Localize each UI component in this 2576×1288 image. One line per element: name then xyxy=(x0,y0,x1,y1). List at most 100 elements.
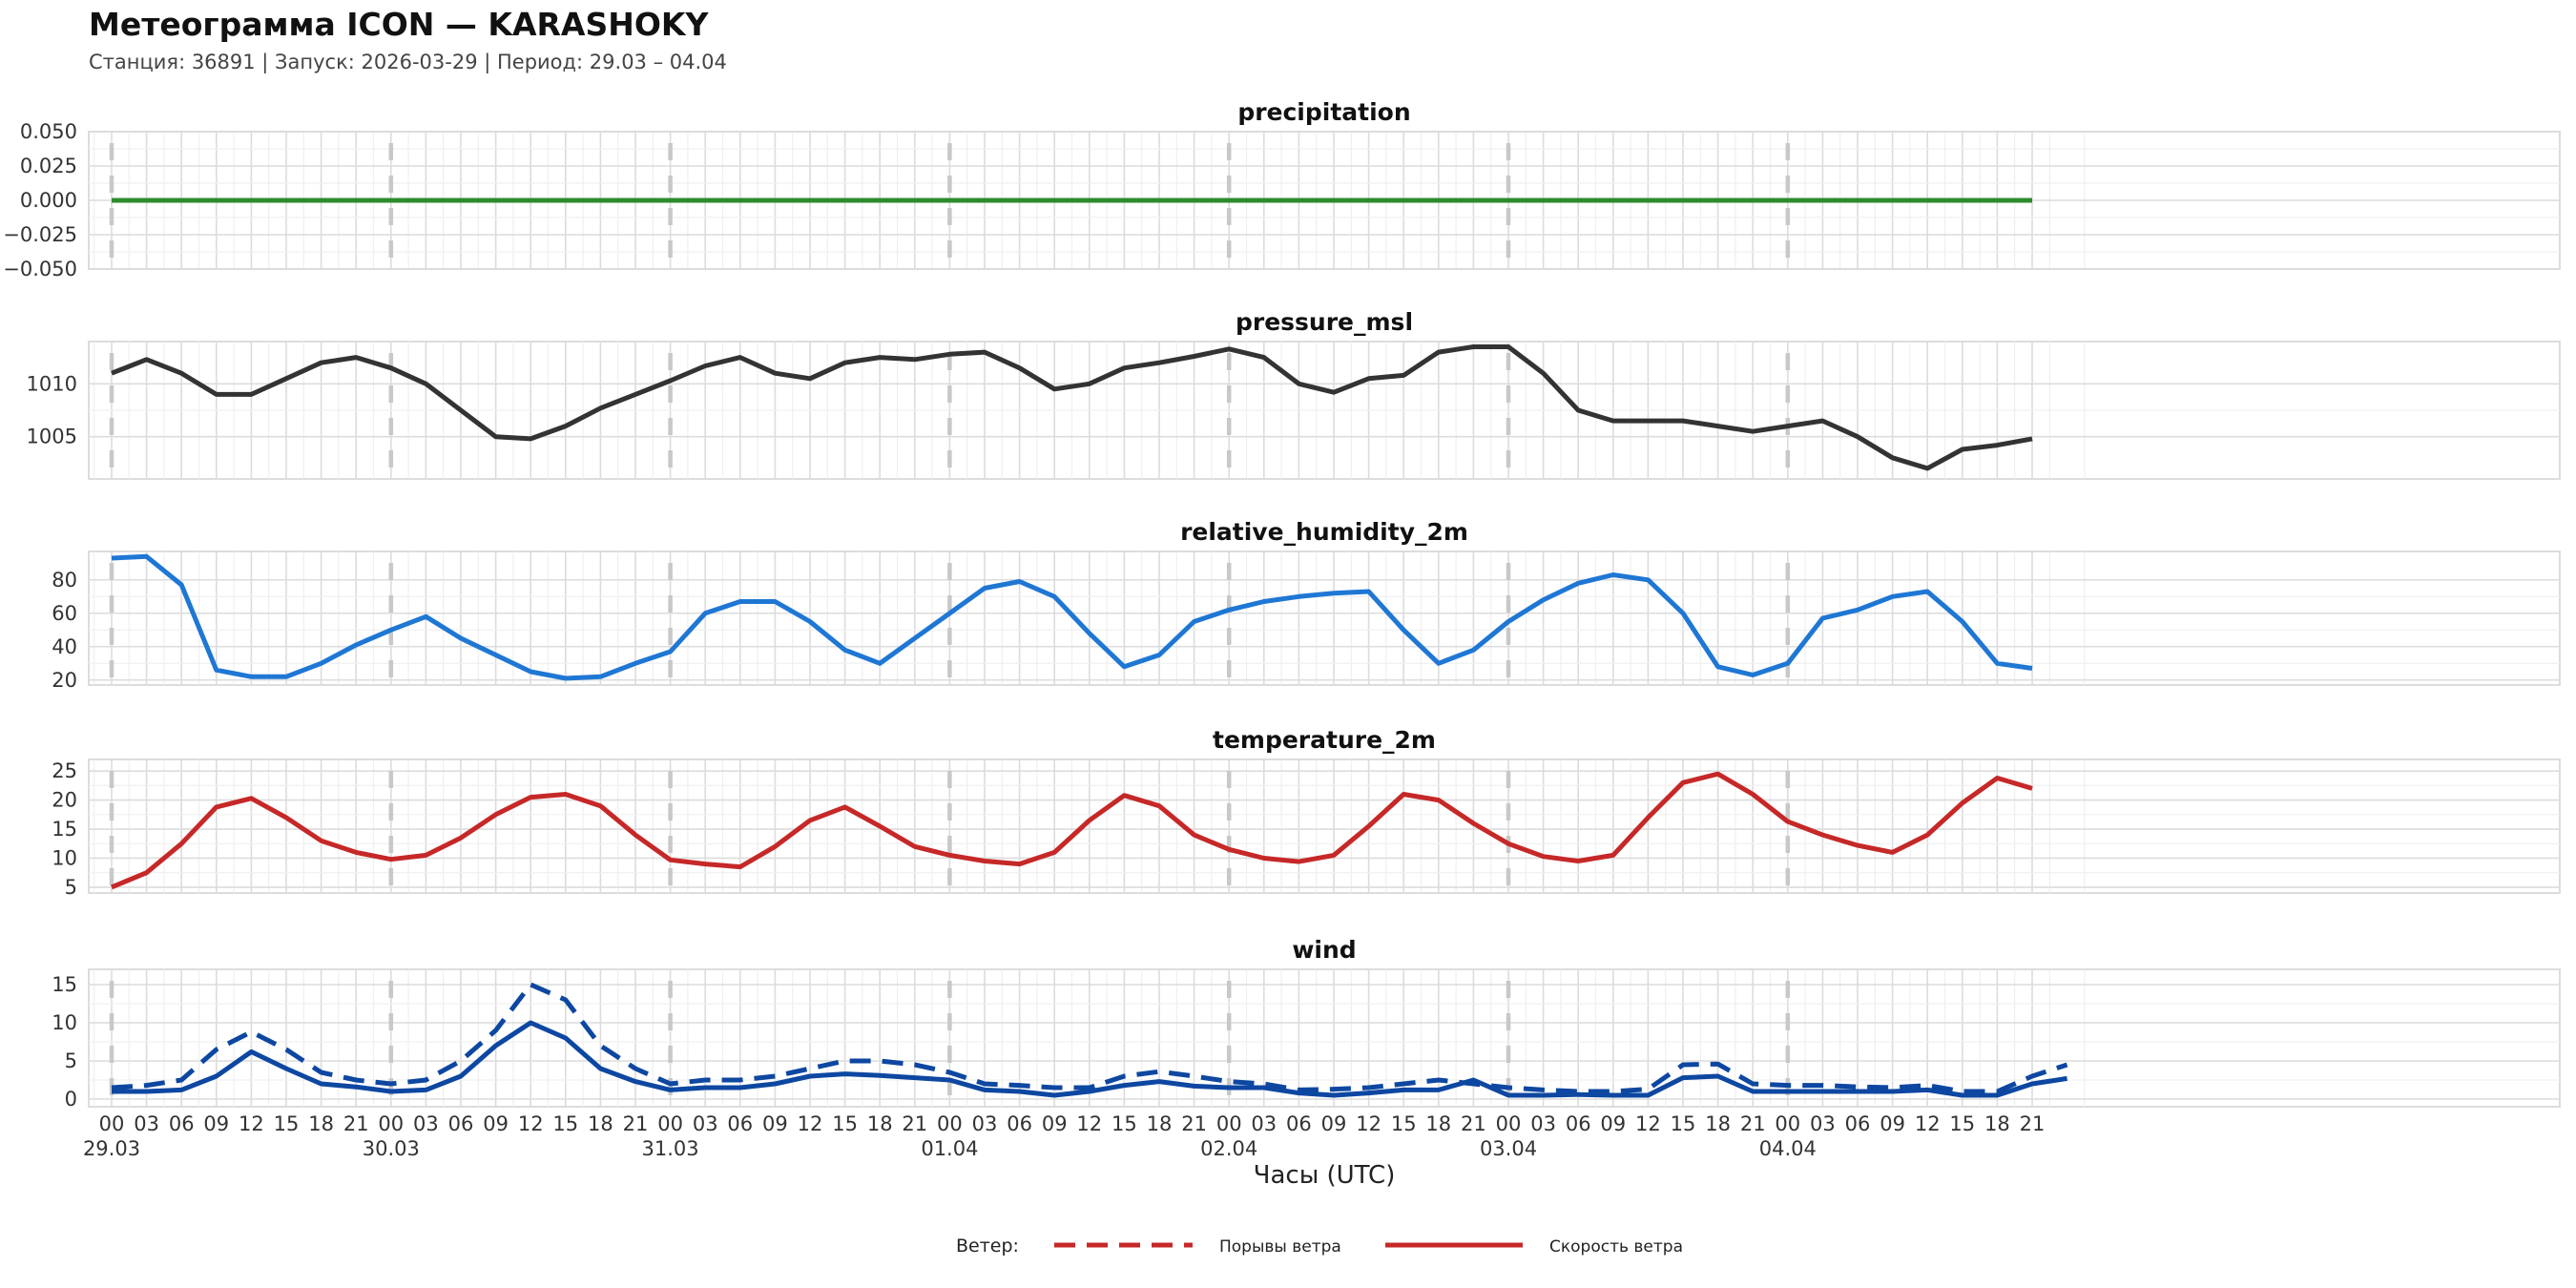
legend: Ветер: Порывы ветра Скорость ветра xyxy=(956,1236,1683,1257)
x-tick-label: 06 xyxy=(448,1112,474,1135)
x-day-label: 29.03 xyxy=(83,1137,140,1160)
x-tick-label: 15 xyxy=(1671,1112,1696,1135)
x-axis: 00 03 06 09 12 15 18 21 00 03 06 09 12 15 18 21 00 03 06 09… xyxy=(83,1112,2045,1190)
x-tick-label: 09 xyxy=(203,1112,229,1135)
x-tick-label: 12 xyxy=(518,1112,544,1135)
x-tick-label: 03 xyxy=(413,1112,439,1135)
x-tick-label: 03 xyxy=(1810,1112,1836,1135)
y-tick-label: 0 xyxy=(65,1088,77,1111)
x-tick-label: 21 xyxy=(2020,1112,2046,1135)
panel-temperature_2m: 5 10 15 20 25 temperature_2m xyxy=(52,726,2561,899)
x-tick-label: 15 xyxy=(552,1112,578,1135)
x-tick-label: 00 xyxy=(937,1112,963,1135)
y-tick-label: 60 xyxy=(52,602,77,625)
panel-frame xyxy=(88,758,2561,894)
y-tick-label: 80 xyxy=(52,569,77,592)
x-tick-label: 12 xyxy=(1076,1112,1102,1135)
x-tick-label: 06 xyxy=(1007,1112,1032,1135)
y-tick-label: 0.050 xyxy=(20,120,77,143)
series-line-Скорость-ветра xyxy=(112,1020,2067,1098)
x-tick-label: 00 xyxy=(1496,1112,1522,1135)
legend-title: Ветер: xyxy=(956,1236,1019,1257)
y-tick-label: 15 xyxy=(52,818,77,841)
x-tick-label: 18 xyxy=(867,1112,893,1135)
panel-relative_humidity_2m: 20 40 60 80 relative_humidity_2m xyxy=(52,518,2561,692)
x-tick-label: 21 xyxy=(1740,1112,1766,1135)
panel-title: relative_humidity_2m xyxy=(1180,518,1468,546)
x-tick-label: 21 xyxy=(902,1112,927,1135)
x-tick-label: 09 xyxy=(1042,1112,1068,1135)
x-day-label: 01.04 xyxy=(921,1137,978,1160)
y-tick-label: 20 xyxy=(52,789,77,812)
x-tick-label: 18 xyxy=(1147,1112,1173,1135)
y-tick-label: 5 xyxy=(65,1049,77,1072)
y-tick-label: 1010 xyxy=(27,372,77,395)
x-tick-label: 21 xyxy=(1181,1112,1207,1135)
x-tick-label: 15 xyxy=(832,1112,858,1135)
x-tick-label: 03 xyxy=(1251,1112,1277,1135)
y-tick-label: 10 xyxy=(52,1011,77,1034)
panel-frame xyxy=(88,968,2561,1108)
legend-item-label: Порывы ветра xyxy=(1219,1237,1341,1257)
x-tick-label: 15 xyxy=(1949,1112,1975,1135)
x-tick-label: 21 xyxy=(623,1112,649,1135)
panel-wind: 0 5 10 15 wind xyxy=(52,936,2561,1111)
y-tick-label: −0.025 xyxy=(3,223,77,246)
x-day-label: 31.03 xyxy=(642,1137,699,1160)
panel-title: pressure_msl xyxy=(1236,308,1413,336)
panel-title: temperature_2m xyxy=(1213,726,1436,754)
series-line-relative_humidity_2m xyxy=(111,553,2033,681)
y-tick-label: 0.000 xyxy=(20,189,77,212)
panel-frame xyxy=(88,551,2561,686)
x-tick-label: 06 xyxy=(727,1112,753,1135)
chart-subtitle: Станция: 36891 | Запуск: 2026-03-29 | Пе… xyxy=(89,51,727,73)
legend-item-label: Скорость ветра xyxy=(1549,1237,1683,1257)
x-day-label: 30.03 xyxy=(363,1137,420,1160)
series-line-pressure_msl xyxy=(111,344,2033,471)
x-tick-label: 15 xyxy=(274,1112,300,1135)
x-tick-label: 18 xyxy=(1425,1112,1451,1135)
x-tick-label: 12 xyxy=(1635,1112,1661,1135)
y-tick-label: 10 xyxy=(52,846,77,869)
x-tick-label: 00 xyxy=(1216,1112,1242,1135)
x-tick-label: 09 xyxy=(762,1112,788,1135)
x-tick-label: 21 xyxy=(343,1112,369,1135)
x-tick-label: 18 xyxy=(308,1112,334,1135)
x-tick-label: 03 xyxy=(134,1112,159,1135)
chart-title: Метеограмма ICON — KARASHOKY xyxy=(89,6,709,43)
y-tick-label: 0.025 xyxy=(20,155,77,177)
x-tick-label: 18 xyxy=(588,1112,613,1135)
x-day-label: 02.04 xyxy=(1200,1137,1257,1160)
x-tick-label: 06 xyxy=(169,1112,195,1135)
x-tick-label: 15 xyxy=(1111,1112,1137,1135)
x-tick-label: 18 xyxy=(1705,1112,1731,1135)
x-tick-label: 00 xyxy=(378,1112,404,1135)
x-tick-label: 09 xyxy=(483,1112,509,1135)
x-tick-label: 12 xyxy=(1356,1112,1381,1135)
x-tick-label: 09 xyxy=(1880,1112,1905,1135)
x-tick-label: 15 xyxy=(1391,1112,1417,1135)
x-tick-label: 18 xyxy=(1984,1112,2010,1135)
series-line-Порывы-ветра xyxy=(111,982,2068,1094)
x-tick-label: 06 xyxy=(1286,1112,1312,1135)
panel-pressure_msl: 1005 1010 pressure_msl xyxy=(27,308,2561,480)
y-tick-label: 40 xyxy=(52,635,77,658)
x-day-label: 03.04 xyxy=(1480,1137,1537,1160)
x-tick-label: 06 xyxy=(1845,1112,1871,1135)
x-tick-label: 06 xyxy=(1566,1112,1591,1135)
y-tick-label: 20 xyxy=(52,669,77,692)
x-day-label: 04.04 xyxy=(1759,1137,1817,1160)
series-line-temperature_2m xyxy=(111,771,2033,890)
y-tick-label: −0.050 xyxy=(3,258,77,280)
x-tick-label: 09 xyxy=(1600,1112,1626,1135)
x-tick-label: 12 xyxy=(798,1112,823,1135)
x-axis-label: Часы (UTC) xyxy=(1254,1161,1396,1190)
x-tick-label: 12 xyxy=(1915,1112,1941,1135)
panel-title: precipitation xyxy=(1237,98,1410,126)
x-tick-label: 03 xyxy=(1530,1112,1556,1135)
x-tick-label: 12 xyxy=(239,1112,264,1135)
x-tick-label: 03 xyxy=(693,1112,718,1135)
y-tick-label: 25 xyxy=(52,759,77,782)
panel-precipitation: −0.050 −0.025 0.000 0.025 0.050 precipitation xyxy=(3,98,2561,280)
